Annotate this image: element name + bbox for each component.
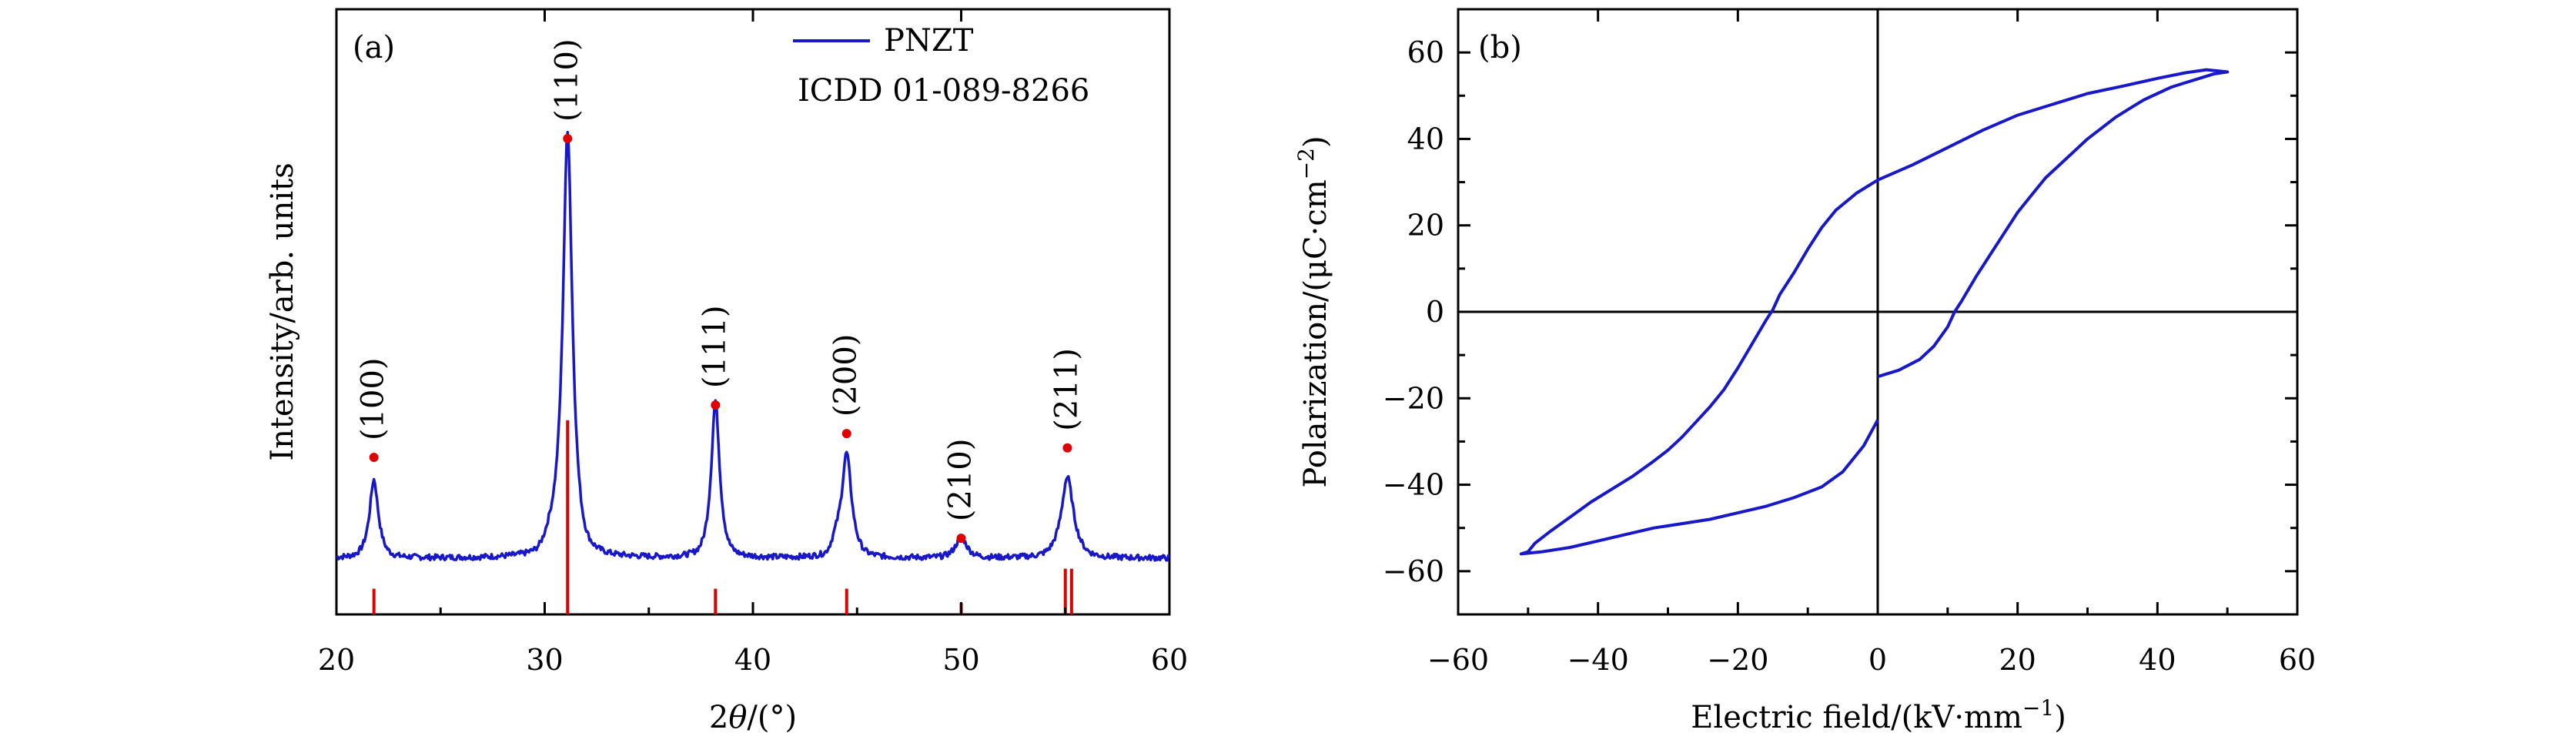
pe-loop-panel: −60 −40 −20 0 20 40 60 −60 −40 −20 0 20 40 60 (b) Ele…	[1293, 8, 2316, 735]
pe-y-axis-label-sup: −2	[1293, 148, 1319, 179]
xrd-x-tick-label-1: 30	[526, 643, 563, 677]
pe-x-tick-label-6: 60	[2279, 643, 2316, 677]
pe-y-tick-label-3: 0	[1426, 295, 1444, 329]
pe-x-tick-label-1: −40	[1567, 643, 1629, 677]
xrd-panel-label: (a)	[353, 30, 395, 65]
peak-label-4: (210)	[943, 439, 979, 522]
peak-label-2: (111)	[697, 306, 732, 389]
pe-y-tick-label-1: −40	[1383, 468, 1444, 502]
xrd-peak-annotations: (100) (110) (111) (200) (210) (211)	[356, 38, 1084, 544]
peak-label-0: (100)	[356, 357, 391, 440]
pe-y-axis-label: Polarization/(μC·cm−2)	[1293, 136, 1333, 487]
xrd-x-tick-label-4: 60	[1151, 643, 1188, 677]
pe-x-tick-label-0: −60	[1427, 643, 1489, 677]
legend-pnzt-label: PNZT	[884, 23, 974, 59]
pe-x-axis-label-end: )	[2054, 700, 2066, 735]
xrd-panel: (100) (110) (111) (200) (210) (211) 20 30 40 50 6…	[265, 8, 1188, 735]
pe-y-tick-label-4: 20	[1407, 209, 1444, 243]
pe-y-axis-label-end: )	[1298, 136, 1333, 148]
xrd-pattern-line	[336, 130, 1170, 562]
pe-y-tick-label-2: −20	[1383, 381, 1444, 415]
xrd-x-ticks: 20 30 40 50 60	[318, 9, 1188, 677]
peak-marker-1	[563, 134, 573, 143]
xrd-x-axis-label: 2θ/(°)	[709, 700, 797, 735]
peak-marker-0	[369, 453, 379, 463]
pe-y-tick-label-6: 60	[1407, 35, 1444, 69]
pe-hysteresis-loop	[1519, 68, 2230, 556]
pe-x-tick-label-5: 40	[2139, 643, 2176, 677]
pe-x-tick-label-2: −20	[1707, 643, 1768, 677]
xrd-x-tick-label-2: 40	[734, 643, 771, 677]
pe-x-axis-label: Electric field/(kV·mm−1)	[1691, 695, 2066, 735]
xrd-x-tick-label-0: 20	[318, 643, 355, 677]
pe-axis-ticks: −60 −40 −20 0 20 40 60 −60 −40 −20 0 20 40 60	[1383, 8, 2316, 677]
peak-marker-3	[841, 429, 851, 439]
pe-y-tick-label-5: 40	[1407, 122, 1444, 156]
xrd-y-axis-label: Intensity/arb. units	[265, 162, 300, 460]
pe-x-tick-label-3: 0	[1868, 643, 1887, 677]
pe-panel-label: (b)	[1478, 30, 1522, 65]
pe-x-axis-label-sup: −1	[2022, 695, 2054, 721]
legend-icdd-label: ICDD 01-089-8266	[798, 73, 1089, 109]
pe-y-tick-label-0: −60	[1383, 554, 1444, 588]
peak-label-5: (211)	[1049, 348, 1084, 431]
pe-y-axis-label-main: Polarization/(μC·cm	[1298, 179, 1333, 487]
peak-label-1: (110)	[549, 38, 584, 122]
pe-x-tick-label-4: 20	[1999, 643, 2036, 677]
peak-label-3: (200)	[828, 334, 864, 417]
peak-marker-2	[711, 400, 721, 410]
pe-x-axis-label-main: Electric field/(kV·mm	[1691, 700, 2022, 735]
peak-marker-4	[956, 534, 966, 544]
peak-marker-5	[1062, 443, 1072, 453]
xrd-x-tick-label-3: 50	[942, 643, 979, 677]
